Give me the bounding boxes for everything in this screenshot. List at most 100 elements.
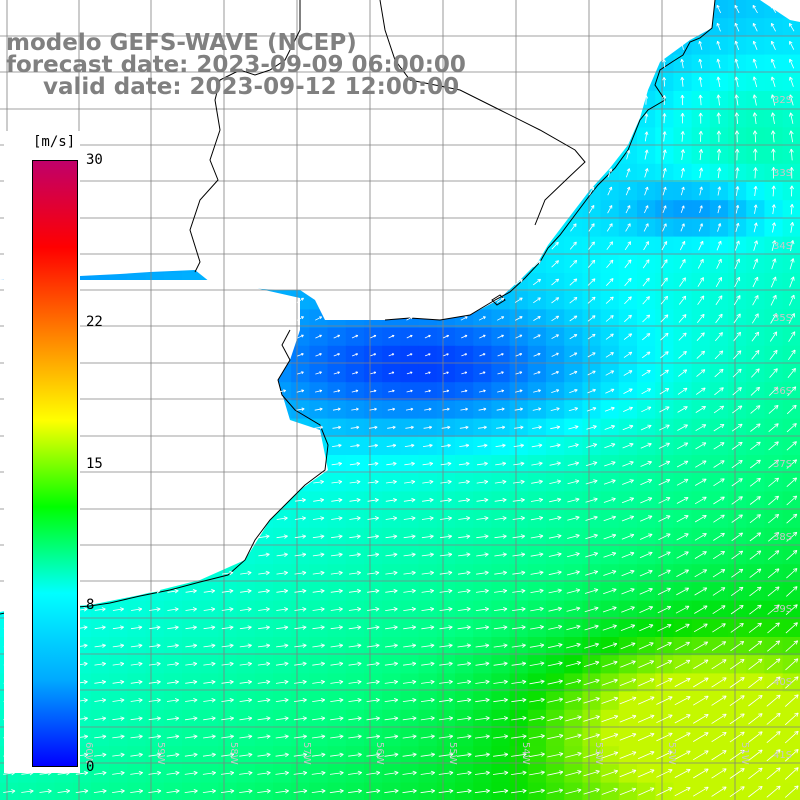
wind-arrow xyxy=(789,112,794,124)
wind-arrow xyxy=(479,371,486,375)
wind-speed-cell xyxy=(655,600,674,620)
wind-arrow xyxy=(403,534,416,539)
wind-arrow xyxy=(420,697,435,703)
wind-arrow xyxy=(749,568,762,578)
wind-arrow xyxy=(605,370,615,376)
wind-arrow xyxy=(185,661,198,667)
wind-arrow xyxy=(734,22,740,32)
wind-arrow xyxy=(637,769,655,778)
colorbar-tick-label: 30 xyxy=(86,152,103,168)
wind-arrow xyxy=(620,660,636,668)
wind-arrow xyxy=(640,479,653,486)
wind-arrow xyxy=(388,389,395,393)
wind-arrow xyxy=(493,679,508,685)
wind-speed-cell xyxy=(728,764,747,784)
wind-arrow xyxy=(532,425,542,430)
wind-arrow xyxy=(203,607,216,612)
wind-arrow xyxy=(621,497,635,504)
wind-arrow xyxy=(403,552,416,558)
wind-arrow xyxy=(585,570,599,576)
wind-speed-cell xyxy=(673,291,693,310)
wind-arrow xyxy=(514,297,523,303)
wind-arrow xyxy=(716,76,721,87)
wind-arrow xyxy=(638,787,655,796)
wind-arrow xyxy=(711,768,727,779)
wind-arrow xyxy=(751,331,760,342)
wind-arrow xyxy=(659,406,670,413)
wind-arrow xyxy=(569,352,578,358)
wind-arrow xyxy=(333,389,341,393)
wind-arrow xyxy=(332,443,342,448)
wind-arrow xyxy=(586,425,597,430)
wind-arrow xyxy=(551,241,559,250)
wind-arrow xyxy=(784,785,799,798)
wind-arrow xyxy=(547,752,564,758)
wind-speed-cell xyxy=(618,309,638,329)
wind-speed-cell xyxy=(764,364,784,383)
wind-arrow xyxy=(493,734,509,739)
wind-arrow xyxy=(94,752,107,758)
wind-arrow xyxy=(149,643,161,649)
wind-arrow xyxy=(735,222,740,233)
wind-arrow xyxy=(384,716,399,721)
wind-speed-cell xyxy=(746,291,765,310)
wind-arrow xyxy=(511,643,526,648)
wind-arrow xyxy=(93,789,107,794)
wind-arrow xyxy=(511,752,527,757)
wind-speed-cell xyxy=(527,327,547,347)
wind-arrow xyxy=(567,479,580,485)
wind-arrow xyxy=(662,59,666,69)
wind-arrow xyxy=(240,570,252,576)
wind-arrow xyxy=(439,534,453,539)
wind-arrow xyxy=(602,624,617,631)
wind-arrow xyxy=(530,625,544,630)
wind-speed-cell xyxy=(673,418,693,438)
wind-arrow xyxy=(623,370,633,376)
wind-arrow xyxy=(239,789,253,794)
wind-arrow xyxy=(713,532,725,541)
wind-arrow xyxy=(258,625,270,630)
wind-arrow xyxy=(94,716,107,721)
wind-arrow xyxy=(350,425,360,430)
wind-arrow xyxy=(699,205,703,214)
wind-arrow xyxy=(676,460,689,468)
wind-arrow xyxy=(734,112,740,124)
wind-arrow xyxy=(694,515,707,523)
wind-arrow xyxy=(567,515,580,521)
wind-arrow xyxy=(677,424,688,431)
wind-speed-cell xyxy=(618,200,638,219)
wind-arrow xyxy=(547,733,564,740)
wind-arrow xyxy=(348,752,362,758)
wind-arrow xyxy=(692,768,709,779)
wind-arrow xyxy=(675,623,690,632)
wind-arrow xyxy=(512,534,526,539)
wind-arrow xyxy=(512,570,526,576)
wind-arrow xyxy=(767,604,780,615)
wind-arrow xyxy=(385,607,398,612)
wind-arrow xyxy=(532,407,542,411)
wind-arrow xyxy=(752,4,758,14)
wind-arrow xyxy=(619,769,637,778)
wind-arrow xyxy=(294,552,307,558)
wind-speed-cell xyxy=(728,564,747,583)
wind-speed-cell xyxy=(546,327,565,347)
wind-arrow xyxy=(748,658,763,670)
wind-arrow xyxy=(275,661,289,667)
wind-arrow xyxy=(94,625,106,630)
wind-arrow xyxy=(221,661,234,667)
wind-speed-cell xyxy=(637,345,656,365)
wind-arrow xyxy=(312,534,325,539)
wind-speed-cell xyxy=(746,418,765,438)
wind-arrow xyxy=(458,534,471,539)
wind-arrow xyxy=(767,586,780,597)
wind-arrow xyxy=(749,586,762,597)
wind-arrow xyxy=(512,552,526,557)
wind-arrow xyxy=(112,679,125,685)
wind-arrow xyxy=(660,351,669,359)
wind-arrow xyxy=(402,698,417,703)
wind-arrow xyxy=(674,659,691,669)
wind-arrow xyxy=(148,734,162,739)
wind-arrow xyxy=(149,625,161,630)
wind-arrow xyxy=(567,533,580,539)
